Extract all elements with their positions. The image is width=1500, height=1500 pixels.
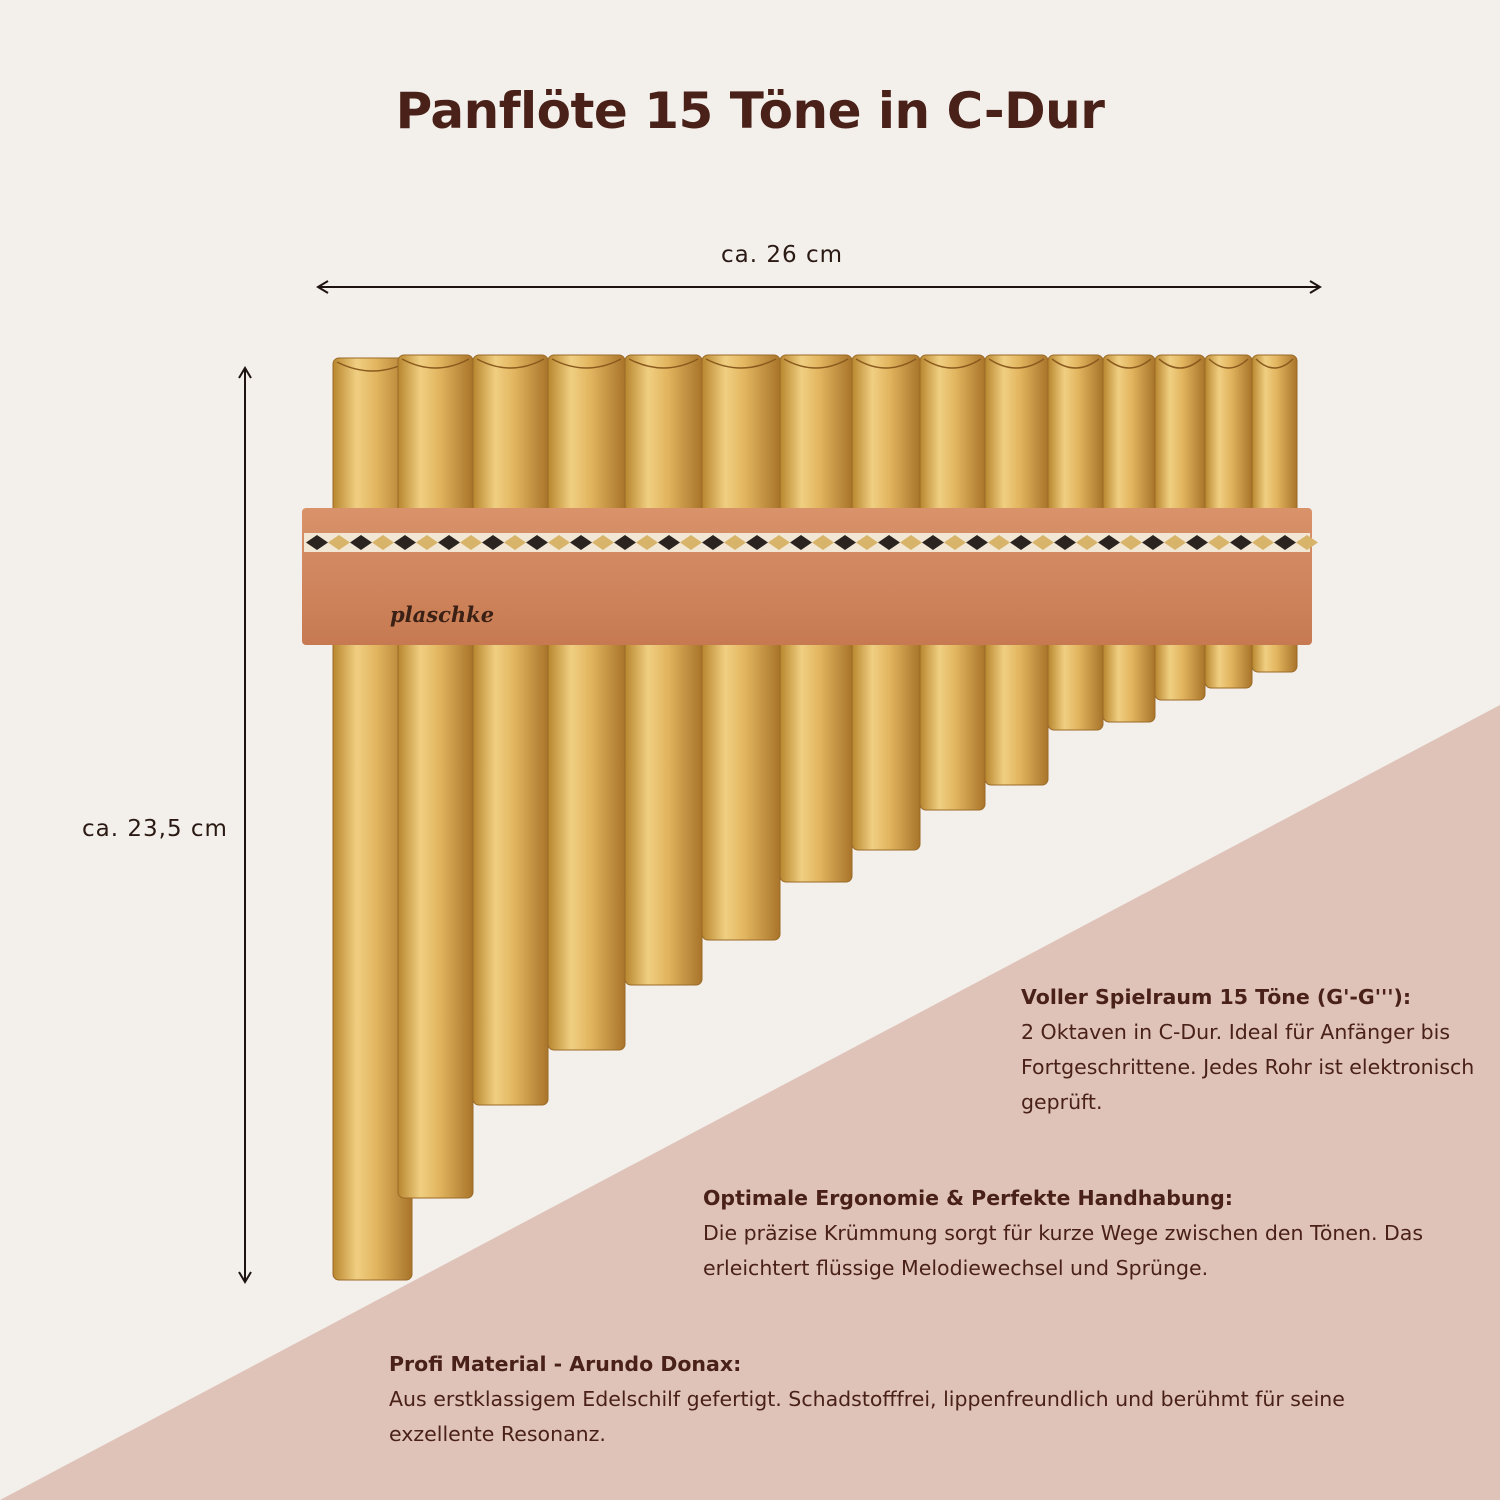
inlay-diamond — [1010, 535, 1032, 550]
inlay-diamond — [878, 535, 900, 550]
inlay-diamond — [856, 535, 878, 550]
pipe — [397, 354, 474, 1199]
inlay-diamond — [1076, 535, 1098, 550]
pipe-mouth — [628, 358, 699, 369]
feature-text: 2 Oktaven in C-Dur. Ideal für Anfänger b… — [1021, 1020, 1475, 1114]
inlay-diamond — [922, 535, 944, 550]
inlay-diamond — [548, 535, 570, 550]
feature-heading: Voller Spielraum 15 Töne (G'-G'''): — [1021, 985, 1412, 1009]
feature: Voller Spielraum 15 Töne (G'-G'''): 2 Ok… — [1021, 980, 1491, 1120]
pipe-mouth — [1106, 358, 1152, 369]
title: Panflöte 15 Töne in C-Dur — [395, 82, 1105, 140]
inlay-diamond — [812, 535, 834, 550]
arrow-head — [238, 366, 252, 379]
feature-text: Aus erstklassigem Edelschilf gefertigt. … — [389, 1387, 1345, 1446]
inlay-diamond — [966, 535, 988, 550]
inlay-diamond — [1208, 535, 1230, 550]
inlay-diamond — [438, 535, 460, 550]
inlay-diamond — [1252, 535, 1274, 550]
inlay-diamond — [768, 535, 790, 550]
inlay-diamond — [1098, 535, 1120, 550]
inlay-diamond — [680, 535, 702, 550]
feature: Profi Material - Arundo Donax: Aus erstk… — [389, 1347, 1409, 1452]
pipe-mouth — [705, 358, 777, 369]
pipe — [472, 354, 549, 1106]
inlay-diamond — [834, 535, 856, 550]
width-label: ca. 26 cm — [721, 242, 843, 268]
inlay-diamond — [306, 535, 328, 550]
inlay-diamond — [746, 535, 768, 550]
inlay-diamond — [724, 535, 746, 550]
inlay-diamond — [658, 535, 680, 550]
pipe-mouth — [401, 358, 470, 369]
inlay-diamond — [328, 535, 350, 550]
inlay-diamond — [1164, 535, 1186, 550]
pipe-mouth — [783, 358, 849, 369]
pipe-mouth — [988, 358, 1045, 369]
pipe — [624, 354, 703, 986]
inlay-diamond — [526, 535, 548, 550]
inlay-diamond — [416, 535, 438, 550]
inlay-diamond — [790, 535, 812, 550]
height-label: ca. 23,5 cm — [82, 816, 228, 842]
inlay-diamond — [1120, 535, 1142, 550]
inlay-diamond — [636, 535, 658, 550]
inlay-diamond — [372, 535, 394, 550]
inlay-diamond — [1186, 535, 1208, 550]
pipe-mouth — [551, 358, 622, 369]
feature-heading: Optimale Ergonomie & Perfekte Handhabung… — [703, 1186, 1233, 1210]
inlay-diamond — [570, 535, 592, 550]
inlay-diamond — [702, 535, 724, 550]
feature-text: Die präzise Krümmung sorgt für kurze Weg… — [703, 1221, 1424, 1280]
feature-heading: Profi Material - Arundo Donax: — [389, 1352, 742, 1376]
pipe — [547, 354, 626, 1051]
pipe — [701, 354, 781, 941]
pipe-mouth — [476, 358, 545, 369]
pipe-mouth — [1255, 358, 1294, 369]
pipe-mouth — [923, 358, 982, 369]
arrow-head — [316, 280, 329, 294]
inlay-diamond — [394, 535, 416, 550]
pipe-mouth — [1208, 358, 1249, 369]
background-triangle — [0, 705, 1500, 1500]
inlay-diamond — [460, 535, 482, 550]
inlay-diamond — [350, 535, 372, 550]
inlay-diamond — [900, 535, 922, 550]
pipe-mouth — [1051, 358, 1100, 369]
inlay-diamond — [614, 535, 636, 550]
inlay-diamond — [1054, 535, 1076, 550]
inlay-diamond — [1274, 535, 1296, 550]
pipe-mouth — [1158, 358, 1202, 369]
arrow-head — [238, 1271, 252, 1284]
arrow-head — [1309, 280, 1322, 294]
inlay-diamond — [1230, 535, 1252, 550]
feature: Optimale Ergonomie & Perfekte Handhabung… — [703, 1181, 1473, 1286]
inlay-pattern — [306, 535, 1318, 550]
inlay-diamond — [988, 535, 1010, 550]
inlay-diamond — [944, 535, 966, 550]
inlay-diamond — [1142, 535, 1164, 550]
inlay-diamond — [592, 535, 614, 550]
brand-logo: plaschke — [390, 602, 495, 627]
inlay-diamond — [1296, 535, 1318, 550]
pipe-mouth — [855, 358, 917, 369]
inlay-diamond — [1032, 535, 1054, 550]
inlay-diamond — [504, 535, 526, 550]
inlay-diamond — [482, 535, 504, 550]
